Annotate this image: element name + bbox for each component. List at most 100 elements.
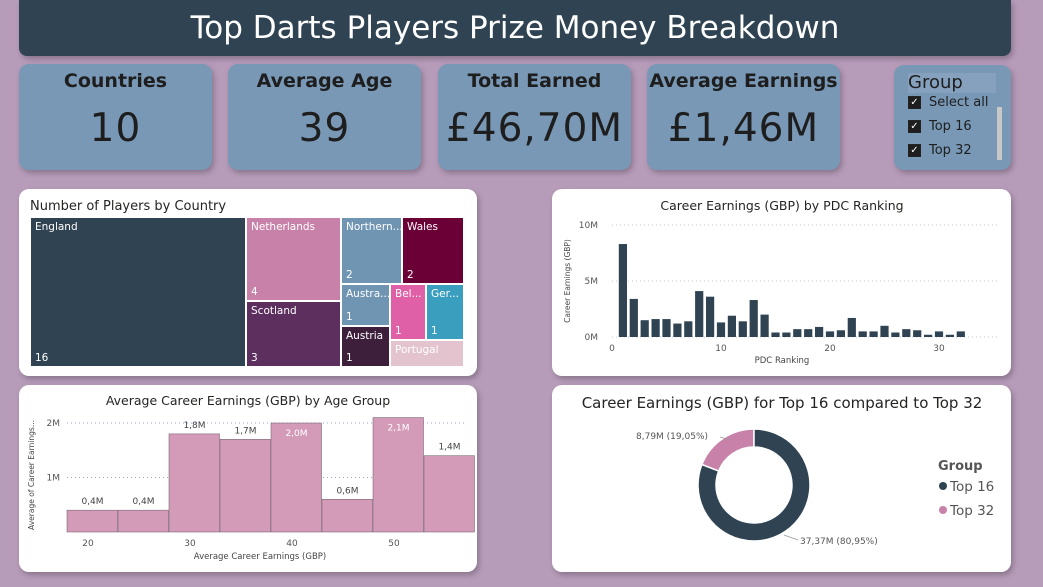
ranking-bar[interactable]	[695, 291, 704, 337]
ranking-bar[interactable]	[956, 331, 965, 337]
donut-chart-card: Career Earnings (GBP) for Top 16 compare…	[552, 385, 1011, 572]
kpi-value: £46,70M	[445, 106, 624, 151]
ranking-y-tick: 10M	[579, 221, 598, 231]
slicer-item-top-16[interactable]: ✓ Top 16	[908, 119, 972, 134]
treemap-tile-label: Bel...	[395, 288, 422, 300]
treemap-tile-count: 16	[35, 352, 49, 364]
treemap-title: Number of Players by Country	[30, 199, 227, 214]
ranking-bar[interactable]	[902, 329, 911, 337]
legend-marker-icon	[939, 482, 947, 490]
treemap-tile-label: Northern...	[346, 221, 401, 233]
ranking-bar[interactable]	[673, 323, 682, 337]
slicer-item-select-all[interactable]: ✓ Select all	[908, 95, 988, 110]
age-bar[interactable]	[66, 509, 118, 533]
ranking-bar[interactable]	[934, 331, 944, 337]
ranking-bar[interactable]	[749, 300, 758, 337]
treemap-tile-portugal[interactable]: Portugal	[390, 340, 464, 367]
dashboard-title: Top Darts Players Prize Money Breakdown	[19, 0, 1011, 56]
age-bar-label: 0,4M	[132, 497, 154, 507]
ranking-x-tick: 20	[824, 344, 836, 354]
treemap-tile-count: 1	[346, 352, 353, 364]
donut-chart-title: Career Earnings (GBP) for Top 16 compare…	[582, 394, 983, 412]
ranking-x-tick: 0	[609, 344, 615, 354]
treemap-tile-count: 3	[251, 352, 258, 364]
donut-slice-top-32[interactable]	[700, 428, 755, 473]
treemap-tile-bel[interactable]: Bel... 1	[390, 284, 426, 340]
age-bar[interactable]	[423, 455, 475, 533]
kpi-card-countries: Countries 10	[19, 64, 212, 170]
treemap-tile-austra[interactable]: Austra... 1	[341, 284, 390, 326]
age-bar[interactable]	[219, 439, 271, 533]
ranking-bar[interactable]	[706, 296, 715, 337]
ranking-bar[interactable]	[738, 321, 747, 337]
checkbox-checked-icon[interactable]: ✓	[908, 96, 921, 109]
donut-slice-top-16[interactable]	[697, 428, 811, 542]
legend-item[interactable]: Top 32	[949, 503, 994, 519]
treemap-tile-count: 1	[346, 311, 353, 323]
age-bar-label: 1,4M	[438, 443, 460, 453]
ranking-bar[interactable]	[924, 334, 933, 337]
legend-item[interactable]: Top 16	[949, 479, 994, 495]
treemap-tile-netherlands[interactable]: Netherlands 4	[246, 217, 341, 301]
ranking-bar[interactable]	[684, 321, 693, 337]
treemap-tile-scotland[interactable]: Scotland 3	[246, 301, 341, 367]
ranking-bar[interactable]	[727, 315, 736, 337]
ranking-bar[interactable]	[782, 332, 791, 337]
treemap-tile-ger[interactable]: Ger... 1	[426, 284, 464, 340]
ranking-bar[interactable]	[804, 329, 813, 337]
ranking-y-axis-label: Career Earnings (GBP)	[563, 239, 572, 323]
donut-chart-svg: Career Earnings (GBP) for Top 16 compare…	[582, 394, 995, 547]
ranking-bar[interactable]	[651, 319, 660, 337]
age-bar[interactable]	[117, 509, 169, 533]
kpi-value: £1,46M	[667, 106, 820, 151]
ranking-bar[interactable]	[640, 320, 649, 337]
treemap-area: England 16 Netherlands 4 Scotland 3 Northern..…	[30, 217, 464, 367]
slicer-item-top-32[interactable]: ✓ Top 32	[908, 143, 972, 158]
ranking-bar[interactable]	[760, 314, 769, 337]
ranking-bar[interactable]	[618, 244, 627, 337]
treemap-tile-label: Austra...	[346, 288, 389, 300]
age-bar[interactable]	[321, 499, 373, 533]
ranking-bar[interactable]	[825, 331, 835, 337]
ranking-bar[interactable]	[629, 298, 638, 337]
ranking-bar[interactable]	[913, 330, 922, 337]
kpi-card-total-earned: Total Earned £46,70M	[438, 64, 631, 170]
ranking-bar[interactable]	[716, 322, 726, 337]
ranking-bar[interactable]	[869, 331, 878, 337]
treemap-tile-austria[interactable]: Austria 1	[341, 326, 390, 367]
ranking-chart-svg: Career Earnings (GBP) by PDC Ranking PDC…	[563, 198, 999, 366]
donut-leader-line	[783, 534, 799, 541]
ranking-x-tick: 10	[715, 344, 727, 354]
age-x-tick: 30	[184, 539, 196, 549]
ranking-bar[interactable]	[891, 332, 900, 337]
age-x-tick: 20	[82, 539, 94, 549]
treemap-tile-label: Ger...	[431, 288, 459, 300]
age-chart-title: Average Career Earnings (GBP) by Age Gro…	[106, 393, 390, 408]
kpi-label: Average Earnings	[649, 70, 838, 92]
age-bar-label: 2,0M	[285, 429, 307, 439]
legend-marker-icon	[939, 506, 947, 514]
age-bar[interactable]	[270, 422, 322, 533]
slicer-scrollbar[interactable]	[997, 107, 1002, 160]
age-bar[interactable]	[168, 433, 220, 533]
ranking-bar[interactable]	[858, 331, 867, 337]
ranking-bar[interactable]	[793, 329, 802, 337]
checkbox-checked-icon[interactable]: ✓	[908, 144, 921, 157]
age-bar[interactable]	[372, 417, 424, 533]
treemap-tile-label: England	[35, 221, 78, 233]
ranking-bar[interactable]	[771, 332, 780, 337]
ranking-bar[interactable]	[836, 330, 845, 337]
ranking-bar[interactable]	[847, 317, 856, 337]
treemap-tile-northern[interactable]: Northern... 2	[341, 217, 402, 284]
ranking-bar[interactable]	[815, 326, 824, 337]
treemap-tile-count: 2	[346, 269, 353, 281]
checkbox-checked-icon[interactable]: ✓	[908, 120, 921, 133]
treemap-card: Number of Players by Country England 16 Ne…	[19, 189, 477, 376]
ranking-bar[interactable]	[662, 319, 671, 337]
ranking-chart-card: Career Earnings (GBP) by PDC Ranking PDC…	[552, 189, 1011, 376]
treemap-tile-wales[interactable]: Wales 2	[402, 217, 464, 284]
ranking-bar[interactable]	[945, 334, 954, 337]
treemap-tile-england[interactable]: England 16	[30, 217, 246, 367]
age-y-axis-label: Average of Career Earnings...	[27, 420, 36, 530]
ranking-bar[interactable]	[880, 325, 889, 337]
